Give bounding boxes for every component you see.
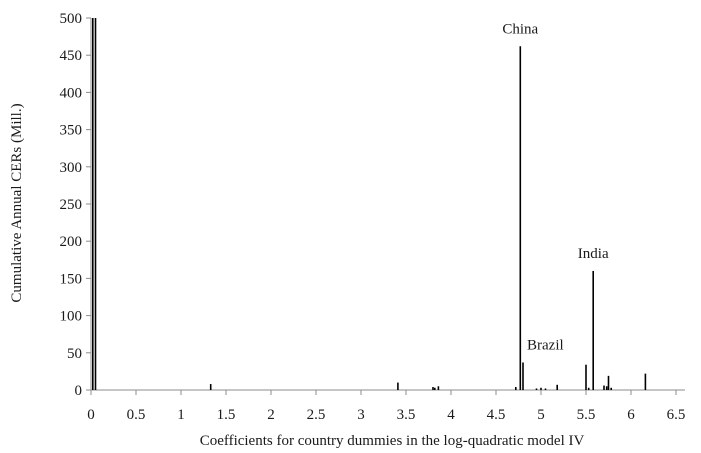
annotation-brazil: Brazil: [527, 337, 564, 353]
annotations: China Brazil India: [502, 21, 609, 353]
x-tick-label: 5.5: [577, 407, 596, 423]
y-tick-label: 450: [60, 48, 83, 64]
x-tick-label: 4.5: [487, 407, 506, 423]
x-tick-label: 4: [447, 407, 455, 423]
y-tick-label: 300: [60, 160, 83, 176]
y-axis-title: Cumulative Annual CERs (Mill.): [9, 103, 25, 302]
x-tick-label: 6: [627, 407, 635, 423]
x-tick-label: 3: [357, 407, 365, 423]
x-tick-label: 3.5: [397, 407, 416, 423]
x-tick-label: 1.5: [217, 407, 236, 423]
x-tick-label: 0.5: [127, 407, 146, 423]
y-tick-label: 250: [60, 197, 83, 213]
x-tick-label: 1: [177, 407, 185, 423]
annotation-china: China: [502, 21, 538, 37]
y-tick-label: 350: [60, 123, 83, 139]
x-tick-label: 0: [87, 407, 95, 423]
x-tick-label: 2: [267, 407, 275, 423]
plot-area: 0 50 100 150 200 250 300 350 400 450 500 0 0.5 1 1.5 2…: [60, 11, 686, 423]
y-tick-label: 100: [60, 309, 83, 325]
y-tick-label: 500: [60, 11, 83, 27]
y-tick-label: 50: [67, 346, 82, 362]
y-tick-label: 150: [60, 271, 83, 287]
x-tick-label: 2.5: [307, 407, 326, 423]
y-tick-label: 400: [60, 85, 83, 101]
x-axis-title: Coefficients for country dummies in the …: [200, 433, 585, 449]
bars: [92, 18, 647, 390]
y-axis-ticks: 0 50 100 150 200 250 300 350 400 450 500: [60, 11, 91, 399]
y-tick-label: 0: [75, 383, 83, 399]
y-tick-label: 200: [60, 234, 83, 250]
x-tick-label: 6.5: [667, 407, 686, 423]
annotation-india: India: [578, 246, 609, 262]
x-axis-ticks: 0 0.5 1 1.5 2 2.5 3 3.5 4 4.5 5 5.5 6 6.5: [87, 390, 685, 423]
x-tick-label: 5: [537, 407, 545, 423]
